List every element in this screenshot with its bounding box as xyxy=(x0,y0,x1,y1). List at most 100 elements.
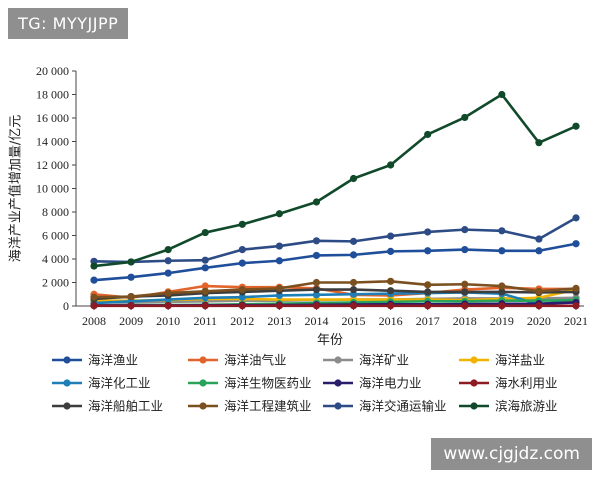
data-point xyxy=(312,198,321,206)
legend-item: 海洋生物医药业 xyxy=(188,376,312,391)
legend-label: 海洋生物医药业 xyxy=(224,376,312,391)
data-point xyxy=(312,285,321,294)
legend-swatch-marker xyxy=(199,379,207,387)
data-point xyxy=(424,247,432,255)
legend-swatch-marker xyxy=(63,379,71,387)
data-point xyxy=(572,122,580,130)
data-point xyxy=(461,302,469,310)
data-point xyxy=(498,282,506,290)
data-point xyxy=(238,246,246,254)
watermark-bottom: www.cjgjdz.com xyxy=(431,438,592,470)
legend-item: 海洋盐业 xyxy=(459,353,545,368)
series-line xyxy=(93,280,577,299)
data-point xyxy=(164,289,172,297)
data-point xyxy=(535,247,543,255)
x-axis-title: 年份 xyxy=(317,333,343,348)
data-point xyxy=(387,247,395,255)
data-point xyxy=(90,262,98,270)
data-point xyxy=(238,302,246,310)
data-point xyxy=(461,280,469,288)
data-point xyxy=(127,302,135,310)
y-tick-label: 10 000 xyxy=(36,182,69,196)
data-point xyxy=(127,258,135,266)
y-tick-label: 2 000 xyxy=(42,276,69,290)
legend-swatch-marker xyxy=(63,356,71,364)
legend-item: 滨海旅游业 xyxy=(459,399,558,414)
data-point xyxy=(349,174,358,183)
data-point xyxy=(275,242,283,250)
legend-label: 海水利用业 xyxy=(495,376,558,391)
legend-swatch-marker xyxy=(334,356,342,364)
data-point xyxy=(201,302,209,310)
legend-label: 滨海旅游业 xyxy=(495,399,558,414)
legend-label: 海洋交通运输业 xyxy=(359,399,447,414)
y-tick-labels: 0 2 000 4 000 6 000 8 000 10 000 12 000 14 000 1… xyxy=(36,64,69,313)
data-point xyxy=(90,276,98,284)
series-line xyxy=(93,93,577,268)
legend-swatch-marker xyxy=(334,379,342,387)
data-point xyxy=(127,273,135,281)
data-point xyxy=(349,302,358,310)
legend-swatch-marker xyxy=(199,356,207,364)
data-point xyxy=(312,291,321,299)
data-point xyxy=(312,278,321,287)
data-point xyxy=(349,285,358,294)
data-point xyxy=(572,214,580,222)
x-tick-label: 2014 xyxy=(304,314,328,328)
x-tick-label: 2015 xyxy=(342,314,366,328)
data-point xyxy=(387,161,395,169)
legend-label: 海洋油气业 xyxy=(224,353,287,368)
legend-item: 海洋矿业 xyxy=(323,353,409,368)
data-point xyxy=(535,235,543,243)
legend-label: 海洋盐业 xyxy=(495,353,545,368)
data-point xyxy=(275,302,283,310)
y-tick-label: 6 000 xyxy=(42,229,69,243)
y-tick-label: 14 000 xyxy=(36,135,69,149)
data-point xyxy=(535,302,543,310)
data-point xyxy=(349,237,358,245)
y-tick-label: 0 xyxy=(63,299,69,313)
series-line xyxy=(93,242,577,282)
legend-item: 海洋渔业 xyxy=(52,353,138,368)
data-point xyxy=(238,293,246,301)
legend-item: 海洋油气业 xyxy=(188,353,287,368)
series-海洋渔业 xyxy=(90,240,580,284)
x-tick-label: 2010 xyxy=(156,314,180,328)
data-point xyxy=(424,302,432,310)
legend-item: 海洋工程建筑业 xyxy=(188,399,312,414)
series-line xyxy=(93,216,577,264)
x-tick-label: 2019 xyxy=(490,314,514,328)
data-point xyxy=(201,256,209,264)
legend-label: 海洋电力业 xyxy=(359,376,422,391)
data-point xyxy=(164,246,172,254)
legend-swatch-marker xyxy=(63,402,71,410)
legend-swatch-marker xyxy=(199,402,207,410)
legend-label: 海洋工程建筑业 xyxy=(224,399,312,414)
x-tick-label: 2021 xyxy=(564,314,588,328)
legend-label: 海洋化工业 xyxy=(88,376,151,391)
x-tick-label: 2018 xyxy=(453,314,477,328)
y-tick-label: 4 000 xyxy=(42,252,69,266)
data-point xyxy=(90,293,98,301)
legend-swatch-marker xyxy=(470,379,478,387)
data-point xyxy=(238,220,246,228)
series-line xyxy=(93,291,577,306)
data-point xyxy=(424,288,432,296)
data-point xyxy=(498,288,506,296)
y-tick-label: 16 000 xyxy=(36,111,69,125)
data-point xyxy=(201,264,209,272)
data-point xyxy=(461,113,469,122)
data-point xyxy=(164,302,172,310)
data-point xyxy=(424,130,432,139)
data-point xyxy=(498,227,506,235)
data-point xyxy=(164,269,172,277)
x-tick-label: 2020 xyxy=(527,314,551,328)
data-point xyxy=(90,302,98,310)
x-tick-label: 2009 xyxy=(119,314,143,328)
legend-label: 海洋船舶工业 xyxy=(88,399,163,414)
data-point xyxy=(349,251,358,259)
data-point xyxy=(164,257,172,265)
series-海水利用业 xyxy=(90,302,580,310)
